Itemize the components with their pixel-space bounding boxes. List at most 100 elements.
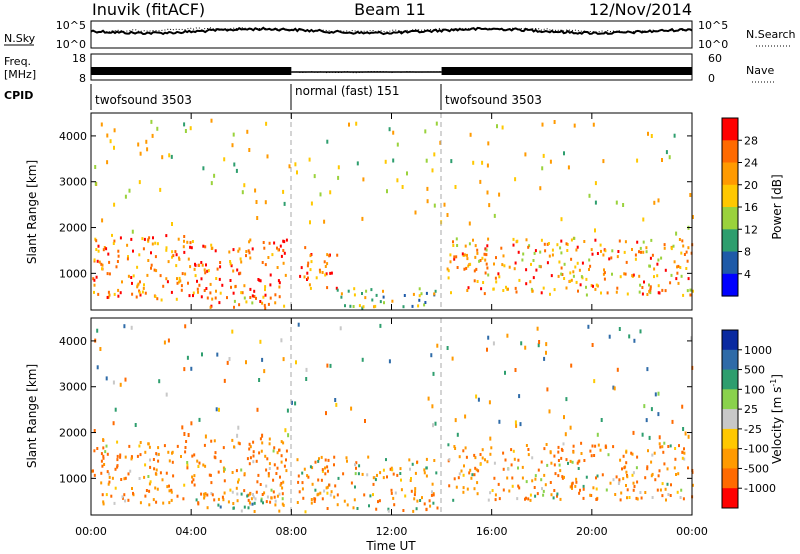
cpid-panel: CPID twofsound 3503 normal (fast) 151 tw… — [4, 84, 542, 110]
heatmap-cell — [686, 289, 689, 293]
heatmap-cell — [274, 293, 277, 297]
heatmap-cell — [162, 501, 165, 505]
velocity-colorbar-label-close: ] — [770, 374, 784, 379]
heatmap-cell — [476, 251, 479, 255]
heatmap-cell — [587, 324, 590, 329]
heatmap-cell — [130, 455, 133, 459]
heatmap-cell — [264, 263, 267, 267]
heatmap-cell — [516, 239, 519, 243]
heatmap-cell — [130, 237, 133, 241]
heatmap-cell — [486, 460, 489, 464]
heatmap-cell — [557, 459, 560, 462]
heatmap-cell — [446, 267, 449, 271]
heatmap-cell — [434, 421, 437, 426]
heatmap-cell — [542, 153, 545, 158]
heatmap-cell — [138, 253, 141, 257]
heatmap-cell — [154, 255, 157, 259]
heatmap-cell — [514, 286, 517, 290]
heatmap-cell — [100, 262, 103, 266]
heatmap-cell — [525, 496, 527, 500]
heatmap-cell — [235, 486, 238, 490]
heatmap-cell — [483, 292, 486, 296]
heatmap-cell — [259, 300, 262, 303]
heatmap-cell — [474, 244, 477, 248]
heatmap-cell — [651, 453, 654, 457]
heatmap-cell — [565, 458, 568, 462]
heatmap-cell — [546, 463, 549, 467]
heatmap-cell — [103, 246, 106, 249]
heatmap-cell — [103, 463, 106, 466]
heatmap-cell — [508, 265, 511, 269]
heatmap-cell — [506, 333, 509, 338]
heatmap-cell — [127, 498, 130, 502]
heatmap-cell — [209, 305, 212, 309]
heatmap-cell — [137, 282, 140, 286]
heatmap-cell — [249, 287, 252, 291]
heatmap-cell — [486, 190, 489, 195]
heatmap-cell — [151, 242, 154, 246]
heatmap-cell — [278, 492, 281, 496]
heatmap-cell — [431, 168, 434, 173]
heatmap-cell — [172, 254, 175, 258]
heatmap-cell — [96, 365, 99, 370]
heatmap-cell — [353, 498, 356, 502]
heatmap-cell — [121, 280, 123, 284]
heatmap-cell — [617, 482, 620, 485]
heatmap-cell — [527, 448, 530, 451]
heatmap-cell — [550, 461, 553, 465]
heatmap-cell — [256, 407, 259, 412]
heatmap-cell — [650, 134, 653, 138]
heatmap-cell — [364, 419, 366, 423]
heatmap-cell — [93, 283, 96, 287]
colorbar-tick-label: -500 — [744, 462, 769, 475]
heatmap-cell — [300, 266, 303, 270]
heatmap-cell — [680, 488, 683, 492]
heatmap-cell — [661, 445, 664, 449]
heatmap-cell — [361, 472, 364, 476]
heatmap-cell — [537, 468, 540, 472]
heatmap-cell — [466, 257, 469, 261]
heatmap-cell — [232, 291, 235, 295]
heatmap-cell — [326, 253, 329, 257]
heatmap-cell — [642, 217, 645, 222]
heatmap-cell — [149, 480, 152, 484]
heatmap-cell — [406, 171, 408, 176]
heatmap-cell — [234, 284, 237, 288]
heatmap-cell — [492, 287, 495, 291]
heatmap-cell — [184, 129, 187, 133]
heatmap-cell — [266, 495, 269, 499]
heatmap-cell — [525, 480, 528, 484]
heatmap-cell — [439, 140, 442, 145]
heatmap-cell — [680, 251, 683, 255]
heatmap-cell — [594, 228, 596, 233]
heatmap-cell — [653, 275, 655, 279]
heatmap-cell — [197, 290, 199, 294]
heatmap-cell — [602, 159, 605, 164]
heatmap-cell — [239, 257, 242, 261]
heatmap-cell — [365, 289, 368, 293]
heatmap-cell — [382, 476, 385, 480]
heatmap-cell — [138, 180, 141, 185]
heatmap-cell — [232, 506, 235, 510]
heatmap-cell — [609, 481, 612, 485]
heatmap-cell — [484, 247, 487, 251]
heatmap-cell — [530, 287, 533, 291]
heatmap-cell — [412, 509, 415, 513]
heatmap-cell — [675, 473, 677, 476]
cpid-label: CPID — [4, 89, 33, 102]
heatmap-cell — [299, 274, 302, 278]
heatmap-cell — [324, 458, 327, 462]
heatmap-cell — [93, 278, 96, 282]
heatmap-cell — [204, 245, 207, 249]
heatmap-cell — [473, 473, 476, 477]
heatmap-cell — [615, 200, 618, 205]
heatmap-cell — [217, 497, 220, 501]
heatmap-cell — [326, 491, 329, 495]
heatmap-cell — [206, 506, 209, 510]
heatmap-cell — [488, 203, 491, 208]
heatmap-cell — [304, 246, 307, 250]
heatmap-cell — [596, 252, 599, 255]
heatmap-cell — [107, 472, 110, 476]
heatmap-cell — [307, 475, 310, 479]
